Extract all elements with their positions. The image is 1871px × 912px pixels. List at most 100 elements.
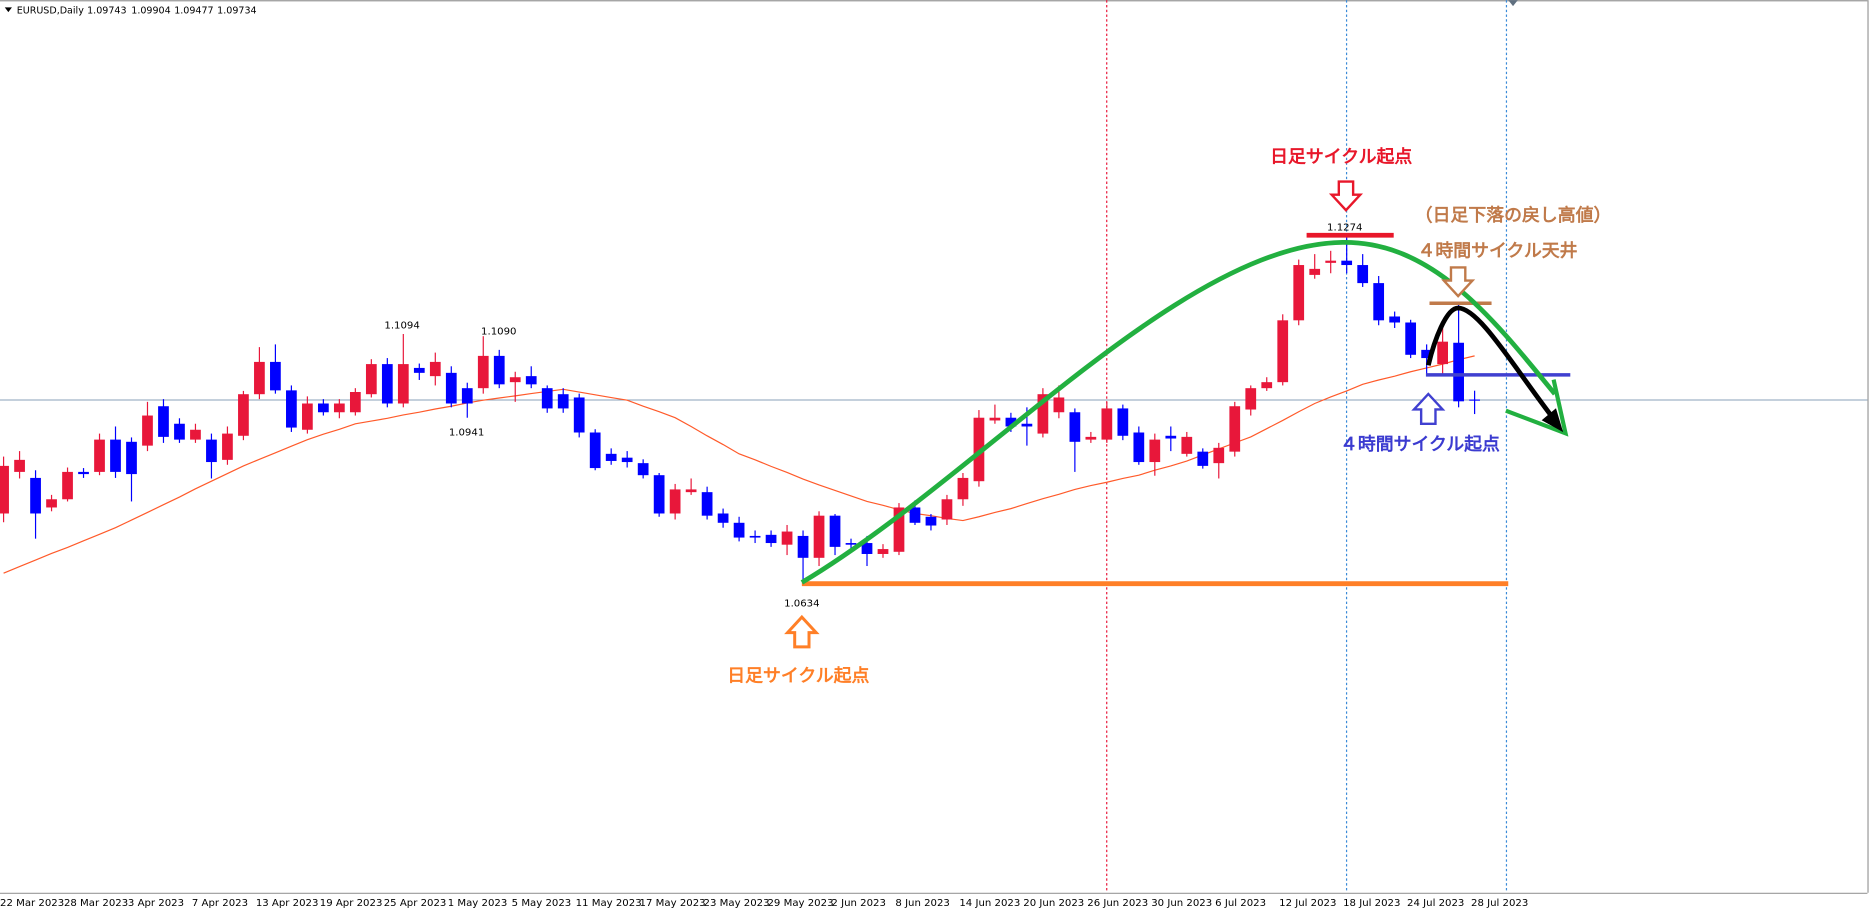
candle-body [957, 477, 969, 500]
candle-body [653, 475, 665, 514]
x-tick-label: 28 Jul 2023 [1471, 898, 1528, 909]
candle-body [1293, 265, 1305, 321]
candle-body [365, 364, 377, 395]
candle-body [909, 507, 921, 523]
annotation: 日足サイクル起点 [1270, 145, 1412, 167]
candle-body [302, 403, 313, 430]
x-tick-label: 20 Jun 2023 [1023, 898, 1084, 909]
candle-body [973, 417, 985, 482]
x-tick-label: 30 Jun 2023 [1151, 898, 1212, 909]
candle-body [877, 549, 889, 554]
symbol-menu[interactable] [4, 7, 12, 13]
candle-body [1405, 322, 1417, 355]
candle-body [190, 429, 201, 440]
candle-body [573, 397, 585, 433]
arrow-up [784, 614, 820, 649]
cycle-curve [800, 240, 1557, 585]
candle-body [1389, 316, 1401, 323]
candle-body [477, 355, 489, 389]
candle-body [685, 489, 697, 493]
candle-body [461, 388, 473, 404]
annotation: ４時間サイクル起点 [1340, 433, 1500, 455]
candle-body [222, 433, 233, 460]
annotation: 日足サイクル起点 [727, 665, 869, 687]
candle-body [1277, 320, 1289, 383]
candle-body [110, 439, 121, 472]
x-tick-label: 26 Jun 2023 [1087, 898, 1148, 909]
header-high: 1.09904 [131, 5, 170, 16]
candle-body [429, 361, 441, 377]
price-label: 1.1090 [481, 326, 516, 337]
candle-body [270, 361, 281, 391]
candle-body [1213, 447, 1225, 464]
forecast-arrowhead [1541, 408, 1564, 433]
x-tick-label: 18 Jul 2023 [1343, 898, 1400, 909]
candle-body [493, 355, 505, 385]
candle-body [669, 489, 681, 514]
candle-body [1261, 382, 1273, 389]
candle-body [701, 492, 713, 516]
candle-body [637, 463, 649, 476]
candle-body [46, 499, 57, 508]
candle-body [1309, 268, 1321, 275]
candle-body [1037, 394, 1049, 434]
annotation: （日足下落の戻し高値） [1415, 204, 1612, 226]
price-label: 1.0634 [784, 598, 819, 609]
price-label: 1.0941 [449, 428, 484, 439]
candle-body [1165, 435, 1177, 439]
candle-body [1021, 423, 1033, 427]
arrow-down [1441, 266, 1476, 298]
x-tick-label: 24 Jul 2023 [1407, 898, 1464, 909]
x-tick-label: 5 May 2023 [512, 898, 572, 909]
candle-body [333, 403, 345, 413]
candle-body [174, 423, 185, 440]
forecast-arrow [1425, 305, 1561, 427]
x-tick-label: 3 Apr 2023 [128, 898, 184, 909]
candle-body [733, 522, 745, 538]
candle-body [589, 432, 601, 469]
x-tick-label: 11 May 2023 [576, 898, 642, 909]
candle-body [206, 439, 217, 463]
cycle-arrowhead [1505, 379, 1569, 437]
candle-body [445, 372, 457, 404]
candle-body [158, 406, 169, 437]
candle-body [1053, 397, 1065, 413]
x-tick-label: 25 Apr 2023 [384, 898, 447, 909]
candle-body [1005, 417, 1017, 427]
annotation: ４時間サイクル天井 [1418, 240, 1578, 262]
candle-body [525, 376, 537, 385]
x-tick-label: 14 Jun 2023 [959, 898, 1020, 909]
header-close: 1.09734 [217, 5, 256, 16]
candle-body [941, 499, 953, 520]
header-open: 1.09743 [87, 5, 126, 16]
x-tick-label: 23 May 2023 [704, 898, 770, 909]
candle-body [925, 516, 937, 526]
candle-body [1421, 349, 1433, 359]
x-tick-label: 6 Jul 2023 [1215, 898, 1266, 909]
x-tick-label: 29 May 2023 [767, 898, 833, 909]
chart-title: EURUSD,Daily [17, 5, 84, 16]
candle-body [254, 361, 265, 395]
candle-body [1245, 388, 1257, 410]
x-tick-label: 7 Apr 2023 [192, 898, 248, 909]
candle-body [397, 364, 409, 404]
candle-body [509, 377, 521, 383]
x-tick-label: 12 Jul 2023 [1279, 898, 1336, 909]
candle-body [94, 439, 105, 472]
candle-body [829, 515, 841, 547]
candle-body [1437, 341, 1448, 365]
candle-body [541, 388, 553, 409]
candle-body [1181, 436, 1193, 454]
candle-body [621, 457, 633, 463]
shift-marker [1508, 0, 1518, 7]
candle-body [0, 465, 9, 514]
drawings [784, 180, 1571, 649]
candle-body [1117, 408, 1129, 436]
candle-body [845, 543, 857, 545]
candle-body [142, 415, 153, 446]
x-tick-label: 17 May 2023 [640, 898, 706, 909]
candle-body [381, 364, 393, 404]
